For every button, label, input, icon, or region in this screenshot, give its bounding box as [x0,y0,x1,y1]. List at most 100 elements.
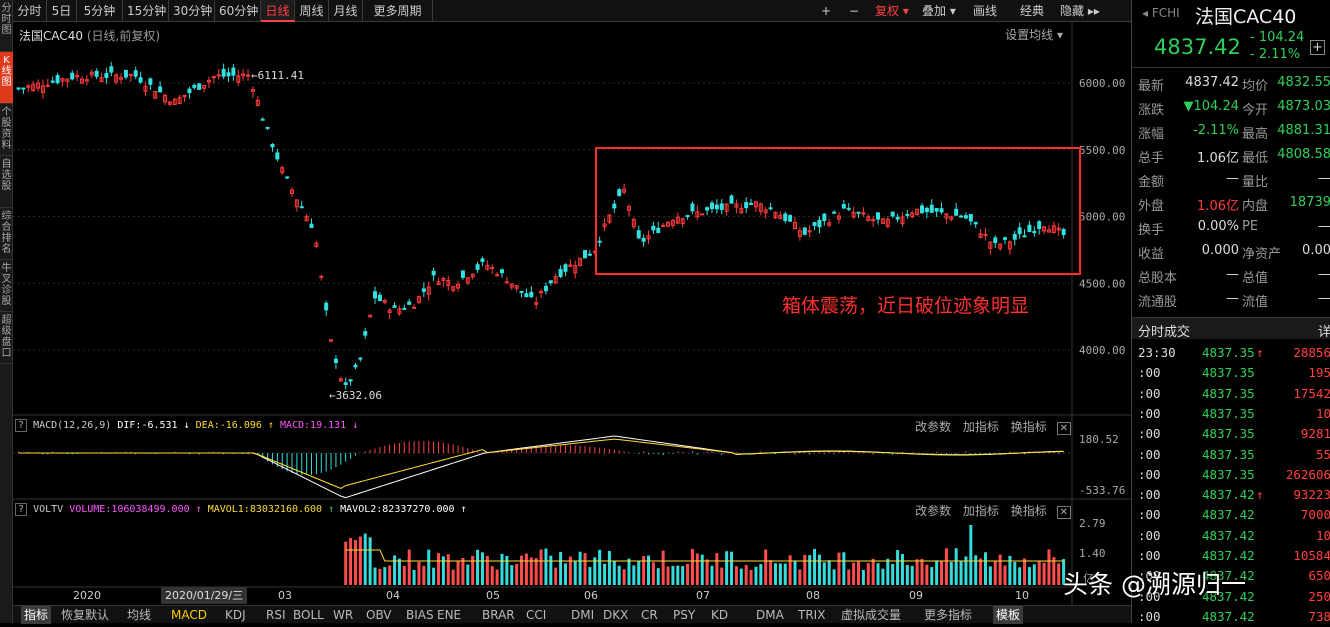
indicator-tab-2[interactable]: 均线 [127,608,152,622]
indicator-tab-0[interactable]: 指标 [21,606,52,624]
candle-body [197,83,202,90]
period-4[interactable]: 30分钟 [169,0,215,22]
help-icon[interactable]: ? [15,419,28,432]
candle-body [626,206,631,211]
candle-body [597,240,602,243]
volume-bar [603,563,607,585]
volume-bar [993,560,997,585]
volume-bar [427,549,431,585]
indicator-tab-21[interactable]: 更多指标 [924,608,973,622]
candle-body [216,74,221,77]
trade-time: :00 [1138,507,1161,523]
help-icon[interactable]: ? [15,503,28,516]
candle-body [509,283,514,288]
candle-body [895,216,900,220]
left-tab-0[interactable]: 分时图 [0,0,13,52]
volume-bar [490,566,494,585]
candle-body [944,213,949,219]
quote-row: 最新 4837.42 均价 4832.55 [1132,72,1330,96]
quote-row: 金额 — 量比 — [1132,168,1330,192]
left-tab-2[interactable]: 个股资料 [0,104,13,156]
period-2[interactable]: 5分钟 [77,0,123,22]
volume-bar [940,561,944,585]
candle-body [504,281,509,284]
indicator-tab-1[interactable]: 恢复默认 [61,608,110,622]
indicator-tab-5[interactable]: RSI [266,608,286,622]
add-watchlist-button[interactable]: + [1310,40,1325,55]
classic-button[interactable]: 经典 [1020,4,1045,18]
indicator-tab-6[interactable]: BOLL [293,608,324,622]
candle-body [568,264,573,267]
indicator-tab-18[interactable]: DMA [756,608,784,622]
indicator-tab-15[interactable]: CR [641,608,658,622]
indicator-tab-17[interactable]: KD [711,608,729,622]
period-7[interactable]: 周线 [295,0,329,22]
trade-time: 23:30 [1138,345,1176,360]
indicator-tab-22[interactable]: 模板 [993,606,1024,624]
vol-close-icon[interactable]: ✕ [1056,506,1071,519]
trade-detail-button[interactable]: 详 [1318,325,1330,340]
left-tab-3[interactable]: 自选股 [0,156,13,208]
macd-edit-params[interactable]: 改参数 [915,420,952,434]
quote-pct: - 2.11% [1250,47,1301,62]
candle-body [832,211,837,214]
index-code-text: FCHI [1151,6,1180,20]
indicator-tab-4[interactable]: KDJ [225,608,246,622]
period-6[interactable]: 日线 [261,0,295,22]
zoom-out-button[interactable]: − [849,4,860,18]
indicator-tab-14[interactable]: DKX [603,608,629,622]
candle-body [89,71,94,76]
period-1[interactable]: 5日 [47,0,77,22]
range-box [595,147,1081,275]
vol-edit-params[interactable]: 改参数 [915,504,952,518]
macd-switch-indicator[interactable]: 换指标 [1010,420,1047,434]
candle-body [84,79,89,82]
period-3[interactable]: 15分钟 [123,0,169,22]
period-9[interactable]: 更多周期 [363,0,433,22]
ma-settings-button[interactable]: 设置均线 ▾ [1005,28,1063,42]
indicator-tab-11[interactable]: BRAR [482,608,515,622]
draw-line-button[interactable]: 画线 [973,4,998,18]
macd-close-icon[interactable]: ✕ [1056,422,1071,435]
trade-price: 4837.42 [1202,507,1255,523]
hide-button[interactable]: 隐藏 ▸▸ [1060,4,1100,18]
period-0[interactable]: 分时 [13,0,47,22]
candle-body [231,67,236,76]
vol-add-indicator[interactable]: 加指标 [962,504,999,518]
indicator-tab-12[interactable]: CCI [526,608,547,622]
volume-bar [886,558,890,585]
volume-bar [549,555,553,585]
zoom-in-button[interactable]: + [821,4,832,18]
left-tab-5[interactable]: 牛叉诊股 [0,260,13,312]
candle-body [910,212,915,218]
volume-bar [847,569,851,585]
period-5[interactable]: 60分钟 [215,0,261,22]
indicator-tab-8[interactable]: OBV [366,608,392,622]
quote-row: 外盘 1.06亿 内盘 18739 [1132,192,1330,216]
vol-switch-indicator[interactable]: 换指标 [1010,504,1047,518]
volume-bar [563,563,567,585]
candle-body [587,253,592,256]
kline-chart[interactable]: 6000.00 5500.00 5000.00 4500.00 4000.00 ←6111… [13,22,1131,605]
indicator-tab-10[interactable]: ENE [437,608,462,622]
indicator-tab-13[interactable]: DMI [571,608,595,622]
left-tab-1[interactable]: K线图 [0,52,13,104]
volume-bar [661,550,665,585]
indicator-tab-3[interactable]: MACD [171,608,207,622]
overlay-dropdown[interactable]: 叠加 ▾ [922,4,956,18]
fuquan-dropdown[interactable]: 复权 ▾ [875,4,909,18]
left-side-tabs: 分时图 K线图 个股资料 自选股 综合排名 牛叉诊股 超级盘口 [0,0,13,623]
candle-body [1051,225,1056,233]
indicator-tab-19[interactable]: TRIX [798,608,826,622]
indicator-tab-20[interactable]: 虚拟成交量 [841,608,902,622]
macd-add-indicator[interactable]: 加指标 [962,420,999,434]
candle-body [460,270,465,278]
left-tab-6[interactable]: 超级盘口 [0,312,13,364]
period-8[interactable]: 月线 [329,0,363,22]
indicator-tab-16[interactable]: PSY [673,608,696,622]
chart-area[interactable]: 法国CAC40 (日线,前复权) 设置均线 ▾ 6000.00 5500.00 50… [13,22,1131,605]
volume-bar [349,537,353,585]
indicator-tab-7[interactable]: WR [333,608,354,622]
left-tab-4[interactable]: 综合排名 [0,208,13,260]
indicator-tab-9[interactable]: BIAS [406,608,434,622]
